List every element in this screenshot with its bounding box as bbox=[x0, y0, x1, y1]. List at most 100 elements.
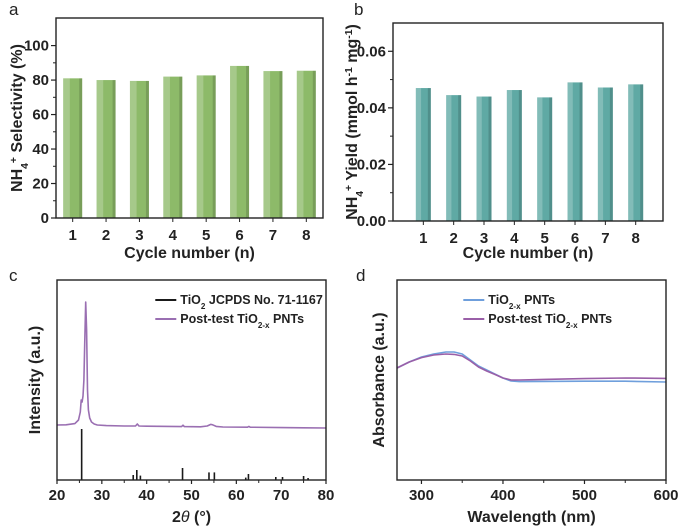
legend-label: TiO2-x PNTs bbox=[488, 293, 555, 311]
bar-highlight bbox=[415, 88, 422, 221]
bar-shade bbox=[79, 78, 83, 219]
y-tick-label: 0.04 bbox=[357, 100, 387, 117]
label-part: JCPDS No. 71-1167 bbox=[205, 293, 322, 307]
label-part: ) bbox=[344, 24, 361, 29]
label-part: PNTs bbox=[578, 312, 613, 326]
x-tick-label: 1 bbox=[419, 230, 427, 247]
panel-label-d: d bbox=[356, 266, 365, 285]
label-part: Cycle number (n) bbox=[463, 245, 594, 262]
label-part: -1 bbox=[344, 29, 355, 38]
bar-highlight bbox=[96, 80, 104, 218]
label-part: 2-x bbox=[258, 321, 270, 330]
x-axis-label: Cycle number (n) bbox=[463, 245, 594, 262]
label-part: + bbox=[9, 157, 20, 163]
label-part: Selectivity (%) bbox=[9, 44, 26, 157]
bar-shade bbox=[488, 96, 492, 221]
series-line-1 bbox=[56, 301, 327, 429]
x-tick-label: 80 bbox=[318, 487, 335, 504]
x-axis-label: Wavelength (nm) bbox=[467, 509, 595, 526]
legend-label: Post-test TiO2-x PNTs bbox=[488, 312, 612, 330]
x-tick-label: 600 bbox=[653, 487, 678, 504]
legend-label: Post-test TiO2-x PNTs bbox=[180, 312, 304, 330]
label-part: Yield (mmol h bbox=[344, 76, 361, 184]
x-tick-label: 400 bbox=[490, 487, 515, 504]
bar-shade bbox=[518, 90, 522, 221]
label-part: 4 bbox=[355, 191, 366, 197]
bar-cycle-4 bbox=[506, 90, 522, 221]
x-tick-label: 50 bbox=[183, 487, 200, 504]
bar-highlight bbox=[196, 75, 204, 219]
plot-frame bbox=[55, 17, 324, 219]
x-tick-label: 5 bbox=[541, 230, 549, 247]
panel-label-b: b bbox=[354, 0, 363, 19]
bar-highlight bbox=[628, 84, 634, 221]
y-tick-label: 0 bbox=[41, 210, 49, 227]
bar-highlight bbox=[506, 90, 513, 221]
x-tick-label: 6 bbox=[571, 230, 579, 247]
x-tick-label: 7 bbox=[601, 230, 609, 247]
label-part: 2 bbox=[172, 509, 181, 526]
y-tick-label: 100 bbox=[24, 38, 49, 55]
label-part: (°) bbox=[190, 509, 212, 526]
series-line-0 bbox=[396, 351, 667, 383]
bar-shade bbox=[549, 97, 553, 221]
bar-cycle-8 bbox=[296, 70, 316, 218]
bar-cycle-5 bbox=[196, 75, 216, 219]
bar-highlight bbox=[129, 80, 137, 219]
bar-highlight bbox=[63, 78, 70, 219]
x-axis-label: Cycle number (n) bbox=[124, 245, 255, 262]
x-tick-label: 4 bbox=[510, 230, 519, 247]
label-part: PNTs bbox=[521, 293, 556, 307]
bar-shade bbox=[212, 75, 216, 219]
bar-shade bbox=[427, 88, 431, 221]
bar-shade bbox=[279, 71, 283, 218]
bar-cycle-2 bbox=[446, 95, 462, 221]
x-tick-label: 2 bbox=[450, 230, 458, 247]
x-tick-label: 3 bbox=[480, 230, 488, 247]
label-part: 2 bbox=[201, 302, 206, 311]
bar-cycle-3 bbox=[129, 80, 149, 219]
x-tick-label: 70 bbox=[273, 487, 290, 504]
bar-shade bbox=[246, 65, 250, 219]
bar-shade bbox=[579, 82, 583, 222]
label-part: NH bbox=[9, 169, 26, 192]
bar-cycle-6 bbox=[567, 82, 583, 222]
label-part: 4 bbox=[20, 163, 31, 169]
bar-shade bbox=[179, 76, 183, 218]
x-tick-label: 3 bbox=[135, 227, 143, 244]
y-tick-label: 20 bbox=[32, 176, 49, 193]
bar-shade bbox=[145, 80, 149, 219]
x-tick-label: 1 bbox=[69, 227, 77, 244]
bar-cycle-1 bbox=[415, 88, 431, 221]
x-tick-label: 40 bbox=[138, 487, 155, 504]
x-tick-label: 500 bbox=[572, 487, 597, 504]
label-part: Post-test TiO bbox=[488, 312, 566, 326]
x-tick-label: 8 bbox=[632, 230, 640, 247]
label-part: 2-x bbox=[509, 302, 521, 311]
x-tick-label: 8 bbox=[302, 227, 310, 244]
series-line-1 bbox=[396, 353, 667, 381]
legend-label: TiO2 JCPDS No. 71-1167 bbox=[180, 293, 323, 311]
bar-cycle-1 bbox=[63, 78, 83, 219]
x-tick-label: 300 bbox=[409, 487, 434, 504]
label-part: θ bbox=[181, 509, 190, 526]
x-tick-label: 4 bbox=[169, 227, 178, 244]
bar-cycle-7 bbox=[263, 71, 283, 218]
bar-highlight bbox=[263, 71, 271, 218]
label-part: Wavelength (nm) bbox=[467, 509, 595, 526]
y-axis-label: NH4+ Yield (mmol h-1 mg-1) bbox=[344, 24, 366, 220]
bar-shade bbox=[458, 95, 462, 221]
bar-highlight bbox=[476, 96, 482, 221]
x-tick-label: 30 bbox=[93, 487, 110, 504]
plot-frame bbox=[56, 279, 327, 481]
y-tick-label: 0.06 bbox=[357, 43, 386, 60]
label-part: + bbox=[344, 185, 355, 191]
plot-frame bbox=[396, 279, 667, 481]
label-part: NH bbox=[344, 197, 361, 220]
bar-cycle-6 bbox=[230, 65, 250, 219]
x-tick-label: 20 bbox=[49, 487, 66, 504]
bar-highlight bbox=[597, 87, 604, 222]
x-tick-label: 7 bbox=[269, 227, 277, 244]
bar-highlight bbox=[296, 70, 304, 218]
